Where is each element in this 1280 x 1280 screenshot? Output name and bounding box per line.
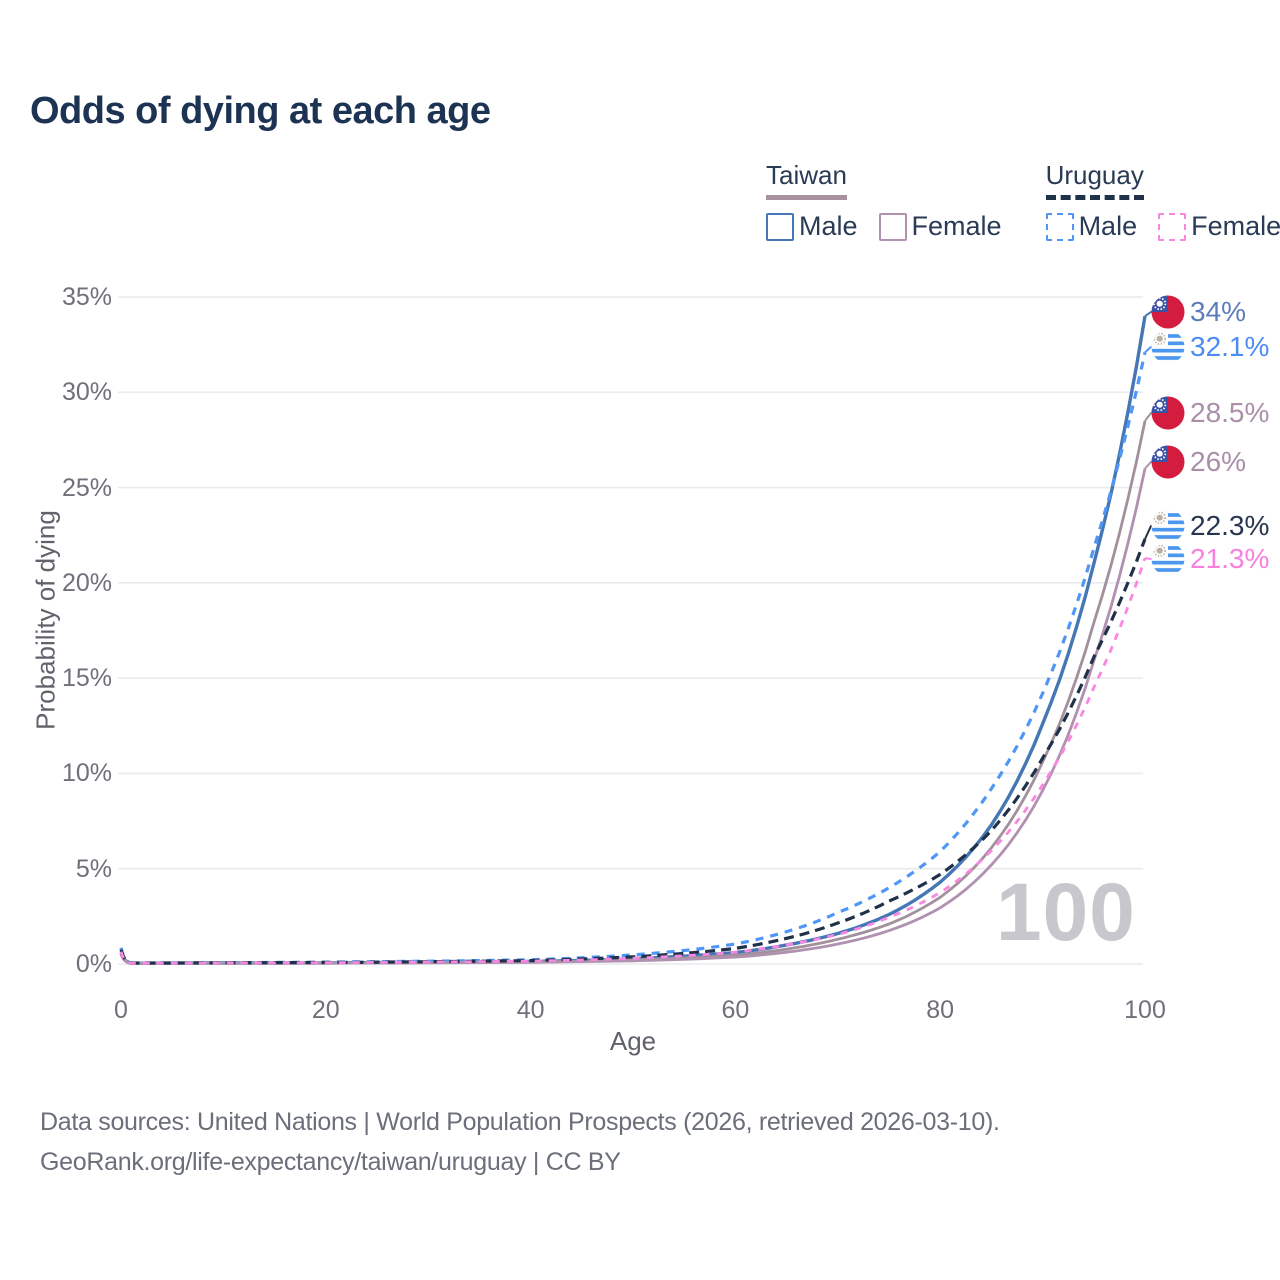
legend-group-taiwan: Taiwan Male Female: [766, 160, 1002, 242]
x-tick-100: 100: [1124, 996, 1166, 1024]
end-label-taiwan-female: 26%: [1190, 446, 1247, 477]
y-tick-30%: 30%: [61, 378, 112, 407]
legend-country-taiwan[interactable]: Taiwan: [766, 160, 847, 200]
y-tick-0%: 0%: [75, 950, 112, 978]
x-tick-60: 60: [721, 996, 750, 1024]
legend-swatch-uruguay-male[interactable]: [1045, 212, 1074, 241]
y-tick-35%: 35%: [61, 283, 112, 311]
legend-swatch-uruguay-female[interactable]: [1158, 212, 1187, 241]
taiwan-flag-icon: [1151, 445, 1185, 479]
legend-country-uruguay[interactable]: Uruguay: [1045, 160, 1144, 200]
series-line-uruguay-male[interactable]: [119, 351, 1147, 965]
x-tick-40: 40: [516, 996, 545, 1024]
series-line-uruguay-female[interactable]: [119, 557, 1147, 965]
series-line-taiwan-both[interactable]: [119, 420, 1147, 965]
legend-label-uruguay-female[interactable]: Female: [1191, 211, 1280, 241]
x-tick-0: 0: [114, 996, 128, 1024]
x-tick-20: 20: [311, 996, 340, 1024]
legend-label-uruguay-male[interactable]: Male: [1078, 211, 1138, 241]
y-tick-10%: 10%: [61, 759, 112, 788]
uruguay-flag-icon: [1151, 330, 1185, 364]
y-tick-25%: 25%: [61, 473, 112, 502]
legend-label-taiwan-male[interactable]: Male: [799, 211, 858, 241]
end-label-uruguay-female: 21.3%: [1190, 543, 1270, 574]
hover-age-watermark: 100: [996, 867, 1136, 958]
legend-group-uruguay: Uruguay Male Female: [1045, 160, 1280, 242]
legend-label-taiwan-female[interactable]: Female: [911, 211, 1002, 241]
y-tick-20%: 20%: [61, 568, 112, 597]
footer-attribution: GeoRank.org/life-expectancy/taiwan/urugu…: [40, 1148, 621, 1176]
page-title: Odds of dying at each age: [30, 90, 491, 132]
taiwan-flag-icon: [1151, 295, 1185, 329]
x-tick-80: 80: [926, 996, 955, 1024]
x-axis-title: Age: [609, 1026, 657, 1056]
legend-row-taiwan: Male Female: [766, 211, 1002, 242]
footer-data-sources: Data sources: United Nations | World Pop…: [40, 1108, 1000, 1136]
legend-swatch-taiwan-male[interactable]: [766, 212, 794, 241]
y-tick-15%: 15%: [61, 664, 112, 693]
legend-row-uruguay: Male Female: [1045, 211, 1280, 242]
y-tick-5%: 5%: [75, 854, 112, 883]
end-label-taiwan-male: 34%: [1190, 296, 1247, 327]
taiwan-flag-icon: [1151, 396, 1185, 430]
legend: Taiwan Male Female Uruguay Male Female: [766, 160, 1280, 242]
legend-swatch-taiwan-female[interactable]: [878, 212, 907, 241]
series-line-taiwan-female[interactable]: [119, 468, 1147, 965]
series-line-uruguay-both[interactable]: [119, 538, 1147, 965]
uruguay-flag-icon: [1151, 542, 1185, 576]
end-label-uruguay-male: 32.1%: [1190, 331, 1270, 362]
end-label-taiwan-both: 28.5%: [1190, 397, 1270, 428]
end-label-uruguay-both: 22.3%: [1190, 510, 1270, 541]
uruguay-flag-icon: [1151, 509, 1185, 543]
